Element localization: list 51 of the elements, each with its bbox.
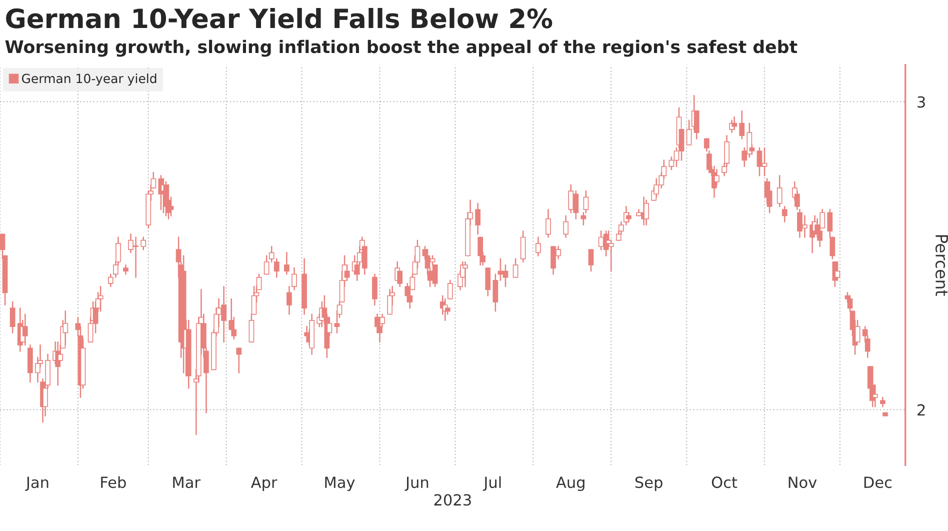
candlestick: [123, 264, 128, 275]
candlestick: [387, 288, 392, 315]
candlestick: [776, 175, 782, 208]
x-tick-label: Jul: [482, 476, 501, 491]
y-axis-title: Percent: [935, 235, 948, 296]
candlestick: [10, 301, 16, 334]
candlestick: [644, 200, 649, 226]
candlestick: [62, 310, 68, 346]
candlestick: [284, 252, 290, 275]
candlestick: [478, 236, 484, 266]
x-tick-label: Feb: [101, 476, 126, 488]
candlestick: [739, 110, 745, 140]
candlestick: [397, 270, 403, 288]
x-tick-label: Apr: [250, 476, 278, 492]
x-tick-label: Nov: [788, 476, 817, 488]
chart-subtitle: Worsening growth, slowing inflation boost the appeal of the region's safest debt: [5, 40, 798, 57]
candlestick: [546, 208, 551, 238]
candlestick: [563, 215, 569, 238]
candlestick: [140, 236, 146, 250]
x-tick-label: Jan: [25, 476, 48, 491]
candlestick: [475, 202, 480, 235]
legend-label: German 10-year yield: [22, 74, 156, 86]
candlestick: [492, 274, 498, 312]
candlestick: [344, 264, 350, 281]
candlestick: [732, 116, 738, 130]
candlestick: [880, 396, 886, 408]
x-tick-label: Mar: [173, 476, 201, 488]
x-tick-label: Oct: [712, 476, 738, 488]
candlestick: [782, 206, 788, 222]
x-tick-label: Dec: [864, 476, 892, 488]
candlestick: [626, 212, 632, 222]
x-tick-label: Jun: [404, 476, 428, 491]
y-tick-label: 2: [918, 404, 925, 416]
candlestick: [377, 316, 382, 343]
candlestick: [588, 248, 594, 272]
candlestick: [535, 236, 541, 256]
candlestick: [870, 366, 876, 408]
candlestick: [834, 261, 840, 281]
candlestick: [485, 267, 491, 296]
candlestick: [520, 230, 526, 263]
x-tick-label: Aug: [556, 476, 584, 492]
candlestick: [372, 274, 378, 306]
candlestick: [766, 181, 772, 214]
y-tick-label: 3: [918, 96, 925, 108]
candlestick: [236, 348, 242, 374]
x-tick-label: Sep: [635, 476, 662, 492]
x-axis-title: 2023: [434, 494, 471, 506]
candlestick: [512, 258, 518, 278]
x-tick-label: May: [325, 476, 355, 492]
candlestick: [686, 120, 692, 146]
chart-title: German 10-Year Yield Falls Below 2%: [6, 8, 552, 28]
